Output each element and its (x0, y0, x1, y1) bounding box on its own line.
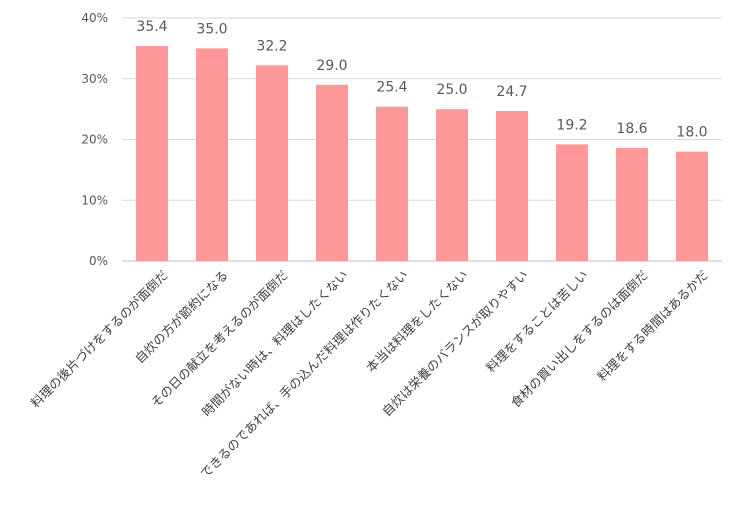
data-label: 29.0 (316, 58, 347, 74)
bar (676, 151, 708, 261)
data-label: 35.4 (136, 19, 167, 35)
bar (556, 144, 588, 261)
bar (196, 48, 228, 261)
data-label: 18.6 (616, 121, 647, 137)
bar (136, 45, 168, 261)
bar (436, 109, 468, 261)
bar (316, 84, 348, 261)
bars (136, 45, 708, 261)
data-label: 32.2 (256, 38, 287, 54)
y-tick-label: 20% (81, 133, 108, 147)
data-label: 25.0 (436, 82, 467, 98)
y-axis-tick-labels: 0% 10% 20% 30% 40% (81, 11, 108, 268)
data-labels: 35.4 35.0 32.2 29.0 25.4 25.0 24.7 19.2 18.6 18.0 (136, 19, 707, 141)
bar (376, 106, 408, 261)
category-label: できるのであれば、手の込んだ料理は作りたくない (197, 267, 411, 481)
bar (616, 148, 648, 261)
data-label: 25.4 (376, 80, 407, 96)
data-label: 19.2 (556, 117, 587, 133)
category-label: 料理をする時間はあるかだ (594, 267, 711, 384)
y-tick-label: 30% (81, 72, 108, 86)
bar (496, 110, 528, 261)
data-label: 18.0 (676, 125, 707, 141)
category-label: 料理をすることは苦しい (483, 267, 591, 375)
y-tick-label: 40% (81, 11, 108, 25)
data-label: 35.0 (196, 21, 227, 37)
category-label: 本当は料理をしたくない (363, 267, 471, 375)
y-tick-label: 10% (81, 193, 108, 207)
data-label: 24.7 (496, 84, 527, 100)
bar (256, 65, 288, 261)
y-tick-label: 0% (89, 254, 108, 268)
category-labels: 料理の後片づけをするのが面倒だ自炊の方が節約になるその日の献立を考えるのが面倒だ… (28, 267, 711, 481)
